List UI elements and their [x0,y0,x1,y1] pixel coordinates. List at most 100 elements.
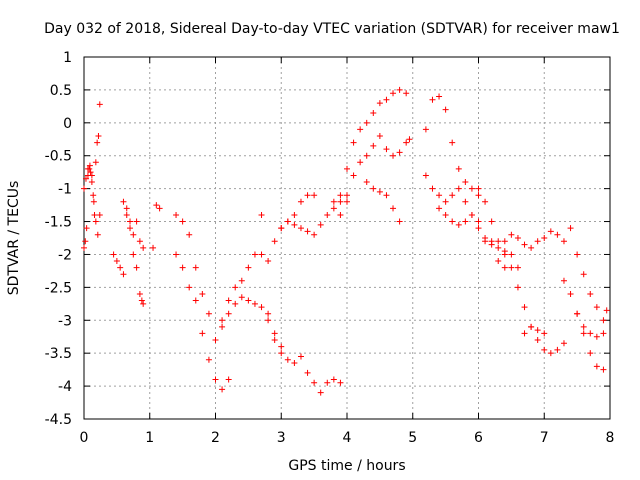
data-point [225,376,232,383]
data-point [455,185,462,192]
data-point [199,330,206,337]
data-point [403,90,410,97]
data-point [127,225,134,232]
data-point [90,192,97,199]
data-point [238,294,245,301]
data-point [593,304,600,311]
data-point [297,225,304,232]
y-axis-tick-labels: 1 0.5 0 -0.5 -1 -1.5 -2 -2.5 -3 -3.5 -4 -4.5 [45,50,72,428]
data-point [554,231,561,238]
data-point [390,205,397,212]
data-point [82,238,89,245]
data-point [560,277,567,284]
data-point [514,235,521,241]
data-point [600,330,607,337]
data-series [567,225,610,324]
data-point [271,238,278,245]
data-point [258,304,265,311]
data-point [501,238,508,245]
data-series [501,228,567,251]
data-point [120,271,127,278]
data-point [429,96,436,103]
data-point [212,376,219,383]
data-point [574,251,581,258]
data-point [574,310,581,317]
data-point [383,146,390,153]
data-point [560,238,567,245]
data-point [521,304,528,311]
data-point [442,198,449,205]
plot-area-frame [83,56,611,420]
data-point [324,379,331,386]
y-tick-label: -0.5 [45,149,72,165]
data-point [482,198,489,205]
data-point [140,300,147,307]
data-point [205,310,212,317]
data-point [199,290,206,297]
y-tick-label: 0.5 [50,83,72,99]
data-point [482,235,489,241]
data-point [91,211,98,218]
data-point [396,149,403,156]
data-point [278,225,285,232]
data-point [547,350,554,357]
data-point [455,221,462,228]
data-point [344,192,350,199]
data-point [442,211,449,218]
data-point [370,142,377,149]
data-point [304,192,311,199]
data-point [123,211,130,218]
data-point [205,356,212,363]
data-point [317,221,324,228]
data-point [528,323,535,330]
data-point [567,225,574,232]
data-point [96,101,103,108]
data-series [422,93,482,199]
data-point [304,228,311,235]
data-point [475,192,482,199]
data-point [495,244,502,251]
data-series [219,294,285,350]
data-point [560,340,567,347]
data-series [81,162,103,238]
data-point [265,310,272,317]
data-point [324,211,331,218]
data-point [284,356,291,363]
data-point [541,346,548,353]
x-axis-tick-labels: 0 1 2 3 4 5 6 7 8 [80,430,615,446]
data-point [330,198,337,205]
data-point [436,205,443,212]
data-point [554,346,561,353]
data-point [501,251,508,258]
data-point [82,175,89,182]
data-point [136,238,143,245]
data-point [406,136,413,143]
data-point [90,198,97,205]
data-point [192,297,199,304]
data-point [429,185,436,192]
y-tick-label: -3.5 [45,346,72,362]
data-series [574,310,607,340]
data-point [508,264,515,271]
grid-lines [84,57,610,419]
data-series [258,192,318,265]
data-point [173,211,180,218]
data-point [541,235,548,241]
data-point [87,169,94,176]
y-axis-title: SDTVAR / TECUs [6,181,22,296]
data-point [442,106,449,113]
data-point [528,244,535,251]
x-tick-label: 4 [343,430,352,446]
data-point [130,231,137,238]
data-point [455,165,462,172]
data-point [133,218,140,225]
data-point [370,109,377,116]
data-series [150,202,163,251]
data-point [120,198,127,205]
data-point [567,290,574,297]
data-point [350,139,357,146]
data-point [297,198,304,205]
data-point [363,179,370,186]
data-point [350,172,357,179]
data-point [271,337,278,344]
